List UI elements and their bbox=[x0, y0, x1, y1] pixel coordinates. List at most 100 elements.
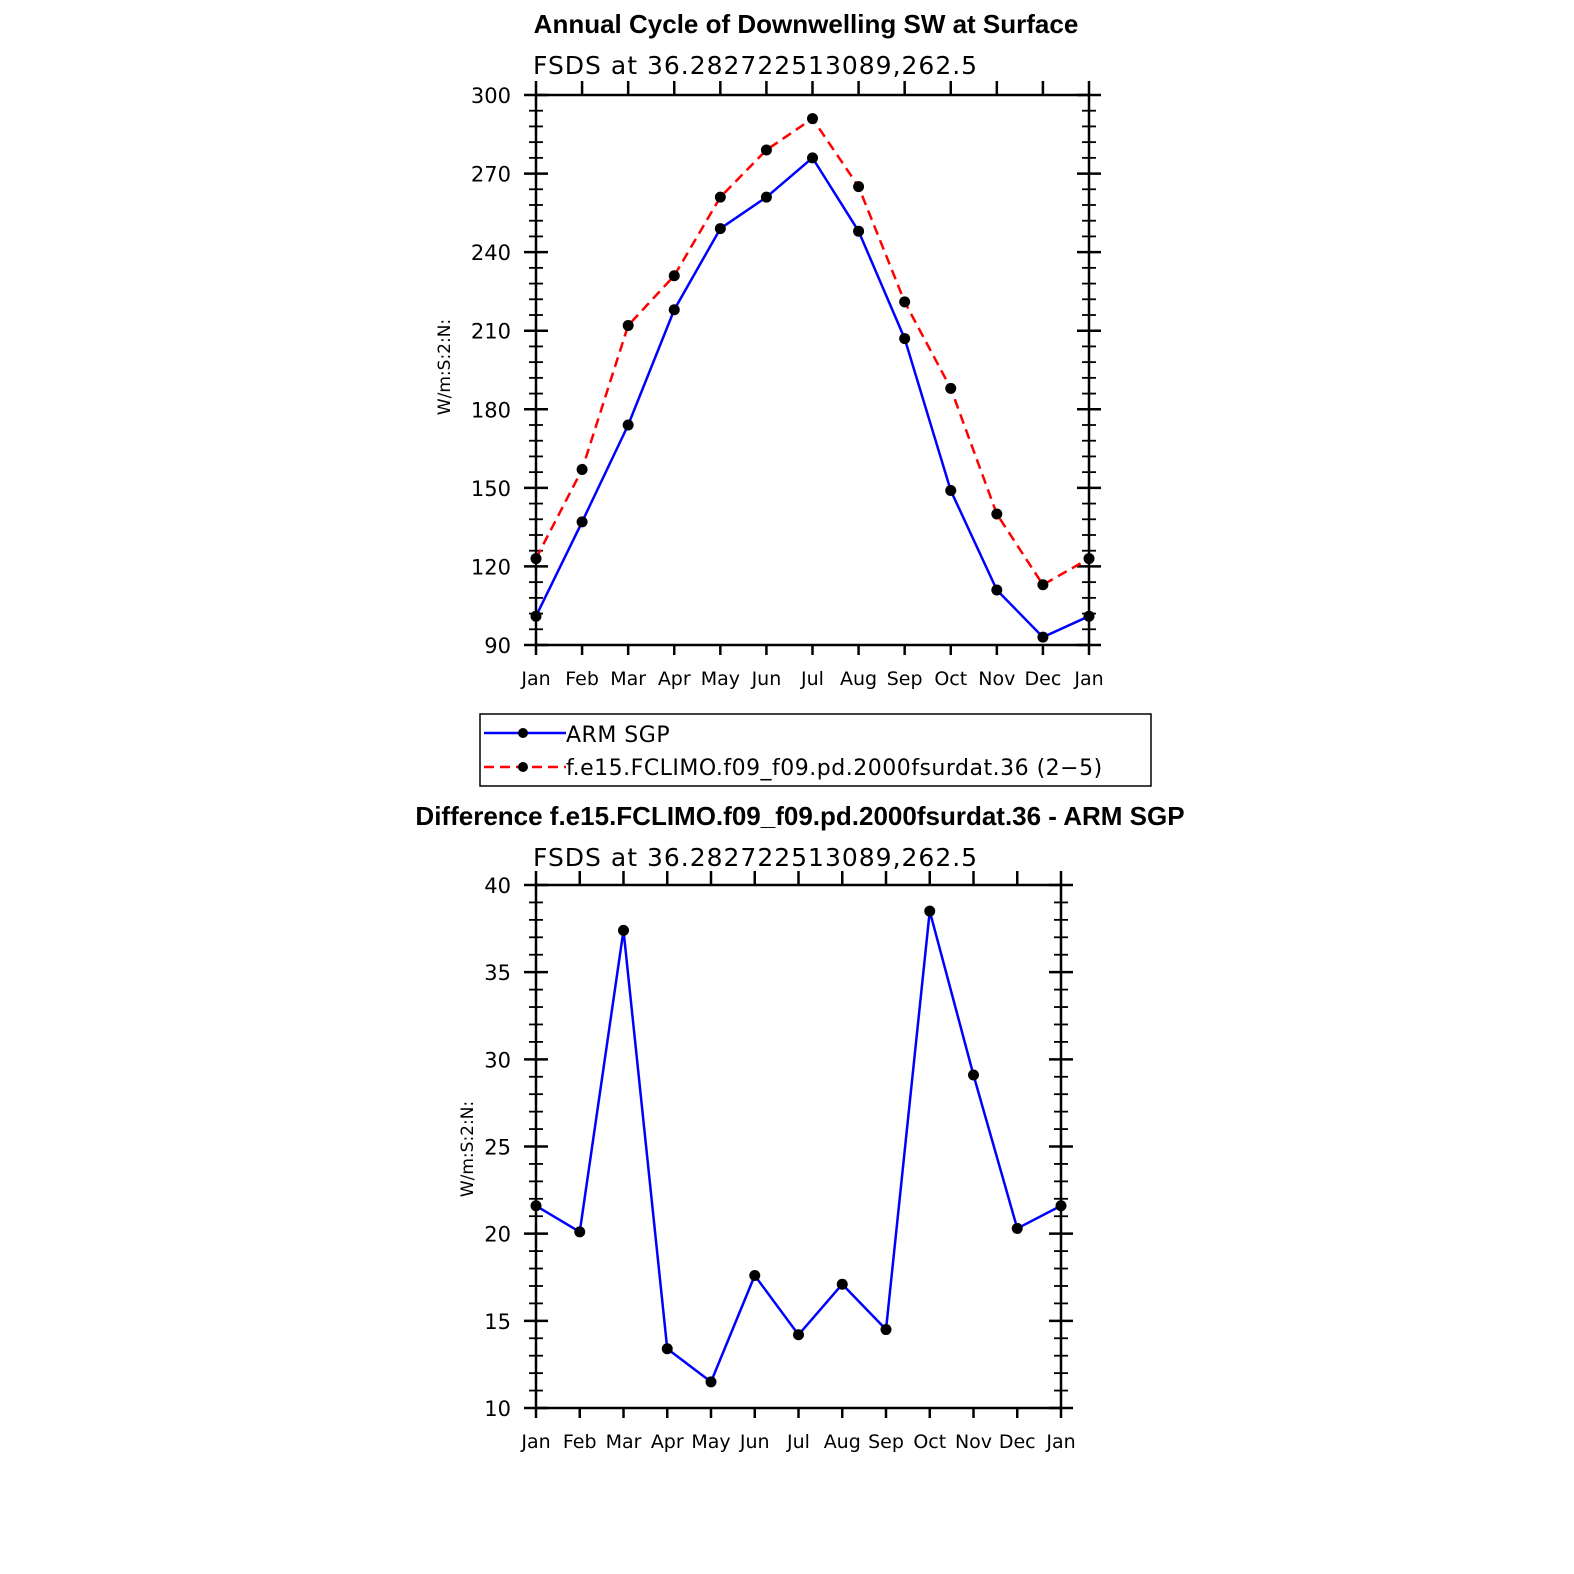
chart1-xtick-label: Aug bbox=[840, 668, 877, 690]
chart1-xtick-label: Apr bbox=[658, 668, 691, 690]
chart1-series-2-point bbox=[622, 319, 634, 331]
chart1-series-1-point bbox=[714, 223, 726, 235]
legend-label-model: f.e15.FCLIMO.f09_f09.pd.2000fsurdat.36 (… bbox=[566, 756, 1103, 781]
chart1-series-2-point bbox=[1083, 553, 1095, 565]
chart2-xtick-label: Aug bbox=[824, 1431, 861, 1453]
chart1-legend: ARM SGP f.e15.FCLIMO.f09_f09.pd.2000fsur… bbox=[479, 713, 1152, 787]
chart1-series-2-point bbox=[760, 144, 772, 156]
chart2-series-1-point bbox=[530, 1200, 542, 1212]
chart1-series-1-point bbox=[807, 152, 818, 164]
chart2-xtick-label: Sep bbox=[868, 1431, 904, 1453]
chart2-ytick-label: 25 bbox=[484, 1136, 511, 1160]
chart1-series-1-point bbox=[622, 419, 634, 431]
chart1-series-2-point bbox=[807, 113, 818, 125]
chart2-series-line-1 bbox=[535, 909, 1062, 1384]
chart2-ytick-label: 15 bbox=[484, 1310, 511, 1334]
chart2-xtick-label: Jul bbox=[786, 1431, 810, 1453]
chart1-xtick-label: Mar bbox=[610, 668, 646, 690]
chart2-series-1-point bbox=[1055, 1200, 1067, 1212]
chart1-xtick-label: Oct bbox=[934, 668, 967, 690]
chart1-xtick-label: Nov bbox=[978, 668, 1015, 690]
chart1-series-2-point bbox=[899, 296, 911, 308]
chart2-ytick-label: 40 bbox=[484, 874, 511, 898]
chart1-axis-ticks: Jan Feb Mar Apr May Jun Jul Aug Sep Oct Nov Dec Jan 9… bbox=[471, 81, 1104, 690]
chart1-xtick-label: Jan bbox=[520, 668, 550, 690]
chart1-title: Annual Cycle of Downwelling SW at Surfac… bbox=[534, 9, 1079, 39]
chart1-series-2-point bbox=[945, 382, 957, 394]
chart1-series-2-point bbox=[1037, 579, 1049, 591]
chart2-subtitle: FSDS at 36.282722513089,262.5 bbox=[533, 843, 978, 872]
chart2-xtick-label: Feb bbox=[563, 1431, 597, 1453]
chart1-series-1-point bbox=[760, 191, 772, 203]
chart1-ytick-label: 180 bbox=[471, 398, 511, 422]
chart2-series-1-point bbox=[880, 1324, 892, 1336]
chart1-series-line-2 bbox=[534, 117, 1090, 587]
chart1-series-1-point bbox=[853, 225, 865, 237]
chart1-series-1-point bbox=[1083, 610, 1095, 622]
chart2-series-1-point bbox=[793, 1329, 804, 1341]
chart1-xtick-label: Jun bbox=[751, 668, 782, 690]
chart2-series-1-point bbox=[749, 1270, 761, 1282]
chart2-xtick-label: Jan bbox=[1045, 1431, 1075, 1453]
chart1-xtick-label: Dec bbox=[1025, 668, 1062, 690]
chart1-series-2-point bbox=[714, 191, 726, 203]
chart1-series-2-point bbox=[576, 464, 588, 476]
chart1-ytick-label: 300 bbox=[471, 84, 511, 108]
chart1-series-line-1 bbox=[534, 156, 1090, 639]
chart2-xtick-label: Jun bbox=[739, 1431, 770, 1453]
chart1-ytick-label: 210 bbox=[471, 320, 511, 344]
chart1-series-1-point bbox=[1037, 631, 1049, 643]
chart2-series-1-point bbox=[705, 1376, 717, 1388]
chart2-series-layer bbox=[530, 905, 1067, 1388]
chart1-xtick-label: May bbox=[701, 668, 740, 690]
chart1-ytick-label: 240 bbox=[471, 241, 511, 265]
chart1-series-2-point bbox=[991, 508, 1003, 520]
legend-label-arm-sgp: ARM SGP bbox=[566, 723, 670, 748]
chart1-subtitle: FSDS at 36.282722513089,262.5 bbox=[533, 51, 978, 80]
chart1-series-layer bbox=[530, 113, 1095, 643]
legend-marker-arm-sgp bbox=[518, 728, 528, 738]
chart2-series-1-point bbox=[574, 1226, 586, 1238]
chart1-series-1-point bbox=[530, 610, 542, 622]
chart1-series-1-point bbox=[576, 516, 588, 528]
legend-marker-model bbox=[518, 762, 528, 772]
chart2-series-1-point bbox=[618, 924, 629, 936]
chart1-series-2-point bbox=[668, 270, 680, 282]
chart1-ytick-label: 150 bbox=[471, 477, 511, 501]
chart2-series-1-point bbox=[968, 1069, 979, 1081]
chart1-ytick-label: 90 bbox=[484, 634, 511, 658]
chart2-axis-ticks: Jan Feb Mar Apr May Jun Jul Aug Sep Oct Nov Dec Jan 1… bbox=[484, 871, 1076, 1453]
chart2-xtick-label: May bbox=[691, 1431, 730, 1453]
chart1-series-1-point bbox=[668, 304, 680, 316]
chart1-ylabel: W/m:S:2:N: bbox=[435, 319, 455, 415]
chart1-xtick-label: Jan bbox=[1073, 668, 1103, 690]
chart2-series-1-point bbox=[661, 1343, 673, 1355]
chart1-xtick-label: Sep bbox=[887, 668, 923, 690]
chart1-series-1-point bbox=[945, 484, 957, 496]
chart2-ytick-label: 30 bbox=[484, 1048, 511, 1072]
chart2-ytick-label: 10 bbox=[484, 1397, 511, 1421]
chart1-series-2-point bbox=[853, 181, 865, 193]
chart2-xtick-label: Mar bbox=[606, 1431, 642, 1453]
chart2-xtick-label: Jan bbox=[520, 1431, 550, 1453]
chart2-xtick-label: Dec bbox=[999, 1431, 1036, 1453]
chart2-xtick-label: Apr bbox=[651, 1431, 684, 1453]
chart1-series-1-point bbox=[899, 333, 911, 345]
chart2-xtick-label: Oct bbox=[913, 1431, 946, 1453]
chart2-series-1-point bbox=[836, 1278, 848, 1290]
chart1-ytick-label: 120 bbox=[471, 555, 511, 579]
chart2-title: Difference f.e15.FCLIMO.f09_f09.pd.2000f… bbox=[415, 801, 1184, 831]
chart2-series-1-point bbox=[924, 905, 936, 917]
chart1-series-2-point bbox=[530, 553, 542, 565]
chart2-ytick-label: 20 bbox=[484, 1223, 511, 1247]
chart2-ytick-label: 35 bbox=[484, 961, 511, 985]
chart1-ytick-label: 270 bbox=[471, 163, 511, 187]
legend-box bbox=[479, 713, 1152, 787]
chart2-series-1-point bbox=[1011, 1222, 1023, 1234]
chart1-xtick-label: Feb bbox=[565, 668, 599, 690]
chart2-xtick-label: Nov bbox=[955, 1431, 992, 1453]
chart2-ylabel: W/m:S:2:N: bbox=[458, 1101, 478, 1197]
chart1-series-1-point bbox=[991, 584, 1003, 596]
chart1-plot-frame bbox=[534, 93, 1091, 647]
